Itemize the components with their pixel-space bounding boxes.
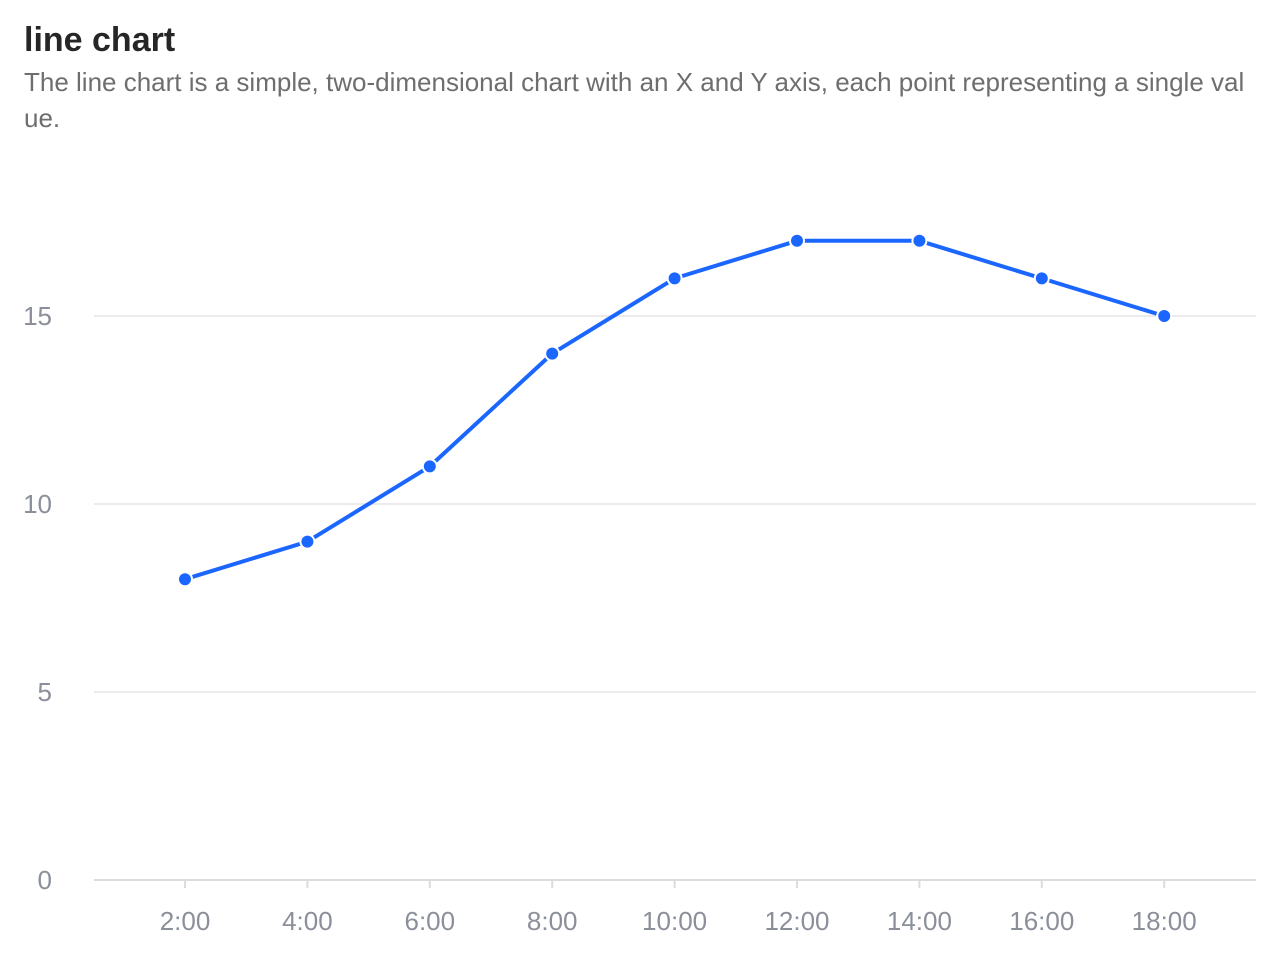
series-points (177, 232, 1173, 588)
data-point[interactable] (911, 232, 928, 249)
chart-subtitle: The line chart is a simple, two-dimensio… (24, 67, 1245, 133)
y-tick-label: 10 (23, 489, 52, 519)
data-point[interactable] (299, 533, 316, 550)
data-point[interactable] (544, 345, 561, 362)
x-tick-label: 12:00 (764, 906, 829, 936)
y-axis-labels: 0 5 10 15 (23, 301, 52, 895)
series-line (183, 238, 1167, 582)
x-axis-labels: 2:00 4:00 6:00 8:00 10:00 12:00 14:00 16:00 18:0… (160, 906, 1197, 936)
data-point[interactable] (666, 270, 683, 287)
y-tick-label: 5 (38, 677, 52, 707)
x-tick-label: 14:00 (887, 906, 952, 936)
x-tick-label: 2:00 (160, 906, 211, 936)
y-tick-label: 0 (38, 865, 52, 895)
data-point[interactable] (177, 571, 193, 588)
data-point[interactable] (1156, 308, 1173, 324)
y-tick-label: 15 (23, 301, 52, 331)
data-point[interactable] (421, 458, 438, 475)
x-tick-label: 4:00 (282, 906, 333, 936)
x-tick-label: 16:00 (1009, 906, 1074, 936)
chart-header: line chart The line chart is a simple, t… (24, 18, 1252, 136)
x-tick-label: 6:00 (404, 906, 455, 936)
chart-title: line chart (24, 21, 176, 59)
series-lines (183, 238, 1167, 582)
x-tick-label: 8:00 (527, 906, 578, 936)
x-axis (94, 879, 1256, 888)
grid-lines (94, 315, 1256, 693)
data-point[interactable] (1033, 270, 1050, 287)
data-point[interactable] (789, 232, 805, 249)
x-tick-label: 18:00 (1132, 906, 1197, 936)
x-tick-label: 10:00 (642, 906, 707, 936)
